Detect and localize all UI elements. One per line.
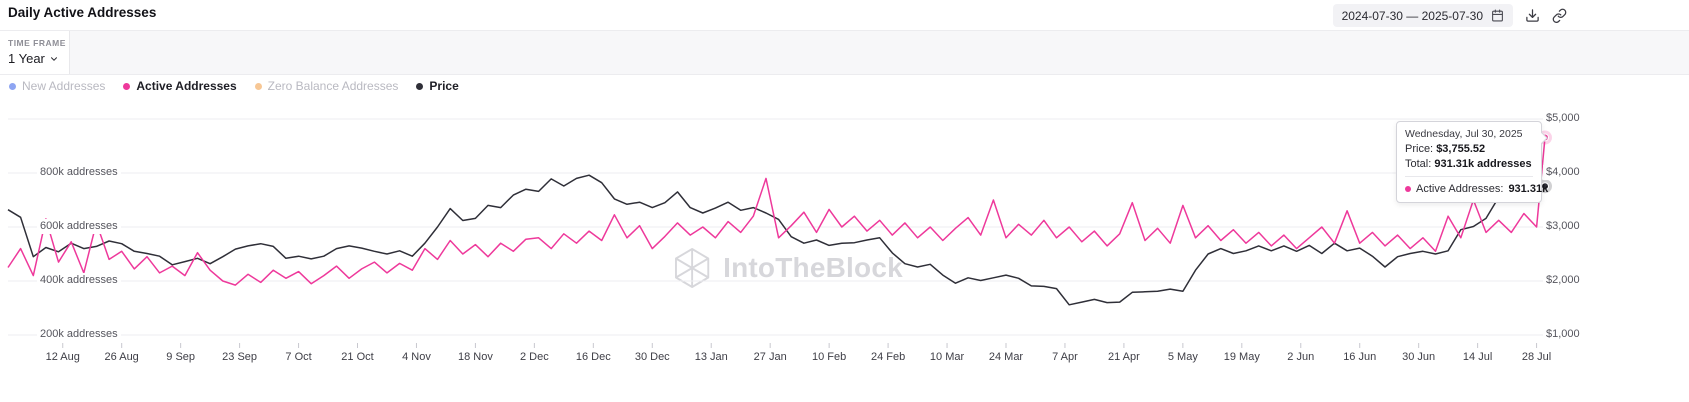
legend-label: New Addresses [22, 79, 106, 93]
tooltip-series-value: 931.31k [1508, 183, 1549, 195]
series-line-active-addresses [7, 137, 1546, 286]
y-axis-label-right: $2,000 [1543, 273, 1583, 288]
legend-item-active-addresses[interactable]: Active Addresses [123, 79, 237, 93]
x-axis-label: 16 Jun [1343, 351, 1377, 363]
series-line-price [7, 174, 1546, 306]
legend-item-new-addresses[interactable]: New Addresses [9, 79, 105, 93]
tooltip-series-label: Active Addresses: [1416, 183, 1504, 195]
y-axis-label-left: 200k addresses [37, 327, 121, 342]
tooltip-total-value: 931.31k addresses [1434, 157, 1532, 170]
x-axis-label: 24 Mar [988, 351, 1024, 363]
y-axis-label-right: $4,000 [1543, 165, 1583, 180]
x-axis-label: 21 Oct [341, 351, 374, 363]
legend-label: Zero Balance Addresses [267, 79, 399, 93]
x-axis-label: 2 Jun [1287, 351, 1315, 363]
x-axis-label: 9 Sep [166, 351, 196, 363]
x-axis-label: 23 Sep [222, 351, 258, 363]
x-axis-label: 16 Dec [575, 351, 611, 363]
legend-label: Price [429, 79, 459, 93]
date-range-picker[interactable]: 2024-07-30 — 2025-07-30 [1332, 4, 1513, 27]
x-axis-label: 2 Dec [519, 351, 549, 363]
calendar-icon [1492, 9, 1503, 22]
tooltip-series-row: Active Addresses: 931.31k [1405, 182, 1548, 196]
intotheblock-logo-icon [675, 248, 710, 288]
header-controls: 2024-07-30 — 2025-07-30 [1332, 4, 1567, 27]
link-icon [1552, 8, 1567, 23]
x-axis-label: 7 Apr [1052, 351, 1078, 363]
legend-dot-zero-balance-addresses [254, 82, 262, 90]
timeframe-dropdown[interactable]: TIME FRAME 1 Year [0, 31, 70, 74]
x-axis-label: 28 Jul [1521, 351, 1552, 363]
x-axis-label: 27 Jan [753, 351, 787, 363]
download-icon [1526, 9, 1539, 22]
legend-dot-active-addresses [123, 82, 131, 90]
legend-dot-price [416, 82, 424, 90]
tooltip-price-row: Price: $3,755.52 [1405, 142, 1533, 157]
timeframe-value: 1 Year [8, 51, 45, 66]
x-axis-label: 30 Dec [634, 351, 670, 363]
timeframe-label: TIME FRAME [8, 38, 66, 48]
legend-dot-new-addresses [9, 82, 16, 90]
tooltip-price-value: $3,755.52 [1436, 143, 1486, 155]
download-button[interactable] [1525, 8, 1540, 23]
date-range-value: 2024-07-30 — 2025-07-30 [1341, 8, 1483, 23]
x-axis-label: 7 Oct [285, 351, 312, 363]
watermark: IntoTheBlock [673, 247, 903, 289]
watermark-text: IntoTheBlock [723, 252, 903, 283]
y-axis-label-right: $1,000 [1543, 327, 1583, 342]
y-axis-label-left: 600k addresses [37, 219, 121, 234]
x-axis-label: 30 Jun [1402, 351, 1436, 363]
chart-tooltip: Wednesday, Jul 30, 2025 Price: $3,755.52… [1396, 121, 1548, 203]
tooltip-date: Wednesday, Jul 30, 2025 [1405, 128, 1523, 140]
tooltip-divider [1405, 176, 1533, 177]
page-title: Daily Active Addresses [8, 5, 157, 20]
tooltip-price-label: Price: [1405, 143, 1434, 155]
x-axis-label: 19 May [1223, 351, 1260, 363]
legend-item-price[interactable]: Price [416, 79, 459, 93]
x-axis-label: 21 Apr [1107, 351, 1140, 363]
tooltip-total-label: Total: [1405, 157, 1432, 170]
x-axis-label: 10 Feb [812, 351, 847, 363]
x-axis-label: 4 Nov [402, 351, 431, 363]
x-axis-label: 24 Feb [870, 351, 906, 363]
x-axis-label: 12 Aug [45, 351, 80, 363]
legend-item-zero-balance-addresses[interactable]: Zero Balance Addresses [254, 79, 399, 93]
share-link-button[interactable] [1552, 8, 1567, 23]
x-axis-label: 13 Jan [694, 351, 728, 363]
active-addresses-dot-icon [1405, 186, 1411, 192]
x-axis-label: 10 Mar [929, 351, 965, 363]
chevron-down-icon [50, 56, 57, 61]
x-axis-label: 26 Aug [104, 351, 139, 363]
tooltip-total-row: Total: 931.31k addresses [1405, 157, 1533, 172]
timeframe-bar: TIME FRAME 1 Year [0, 30, 1689, 75]
x-axis-label: 18 Nov [457, 351, 493, 363]
x-axis-label: 14 Jul [1462, 351, 1493, 363]
chart-legend: New Addresses Active Addresses Zero Bala… [9, 79, 459, 93]
y-axis-label-left: 800k addresses [37, 165, 121, 180]
y-axis-label-left: 400k addresses [37, 273, 121, 288]
x-axis-label: 5 May [1167, 351, 1198, 363]
y-axis-label-right: $5,000 [1543, 111, 1583, 126]
legend-label: Active Addresses [136, 79, 237, 93]
y-axis-label-right: $3,000 [1543, 219, 1583, 234]
